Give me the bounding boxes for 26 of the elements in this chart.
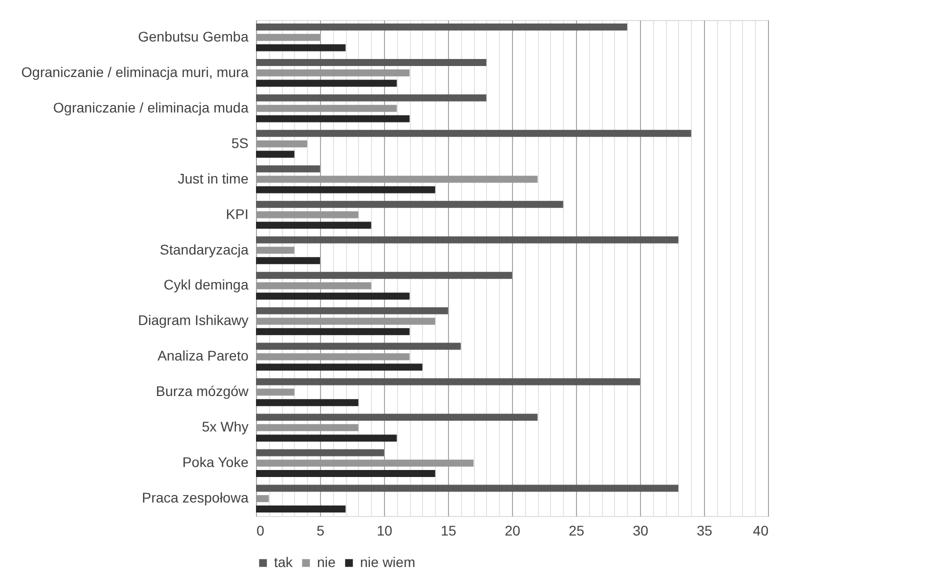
x-tick-label: 25 [568,522,584,538]
y-tick-label: Just in time [178,170,249,186]
y-tick-label: KPI [226,206,248,222]
y-tick-label: 5S [231,134,248,151]
legend-label: nie [317,554,336,570]
y-tick-label: Analiza Pareto [157,348,249,364]
y-tick-label: 5x Why [202,418,248,435]
y-tick-label: Standaryzacja [160,241,249,258]
x-tick-label: 40 [752,522,769,538]
x-tick-label: 20 [504,522,520,538]
x-tick-label: 30 [632,522,648,538]
y-tick-label: Ograniczanie / eliminacja muda [53,99,249,116]
y-tick-label: Genbutsu Gemba [138,28,249,44]
x-tick-label: 15 [440,522,456,538]
y-tick-label: Cykl deminga [164,276,249,293]
x-tick-label: 5 [316,522,325,538]
legend-label: tak [274,554,294,570]
y-tick-label: Praca zespołowa [142,490,249,506]
legend-label: nie wiem [360,554,416,570]
y-tick-label: Poka Yoke [182,454,249,470]
y-tick-label: Ograniczanie / eliminacja muri, mura [21,64,249,80]
y-tick-label: Diagram Ishikawy [138,312,248,328]
x-tick-label: 0 [256,522,264,538]
y-tick-label: Burza mózgów [156,383,250,400]
x-tick-label: 10 [376,522,392,538]
x-tick-label: 35 [696,522,712,538]
